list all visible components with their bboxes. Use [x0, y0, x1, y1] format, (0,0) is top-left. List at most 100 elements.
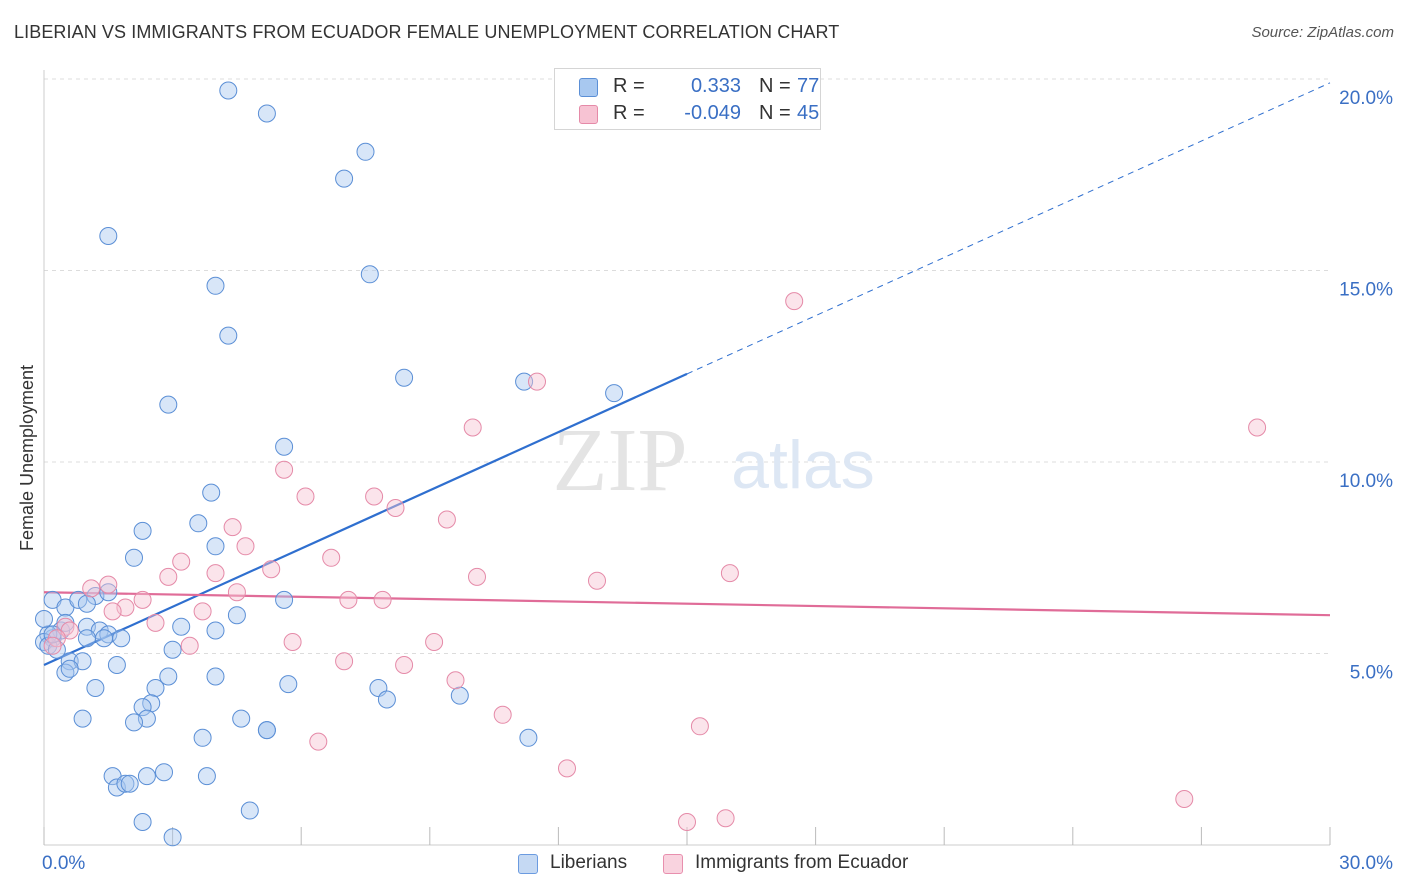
data-point-ecuador: [146, 613, 165, 632]
data-point-liberians: [193, 728, 212, 747]
data-point-liberians: [189, 514, 208, 533]
legend: Liberians Immigrants from Ecuador: [0, 850, 1406, 880]
data-point-ecuador: [365, 487, 384, 506]
data-point-liberians: [125, 713, 143, 732]
data-point-ecuador: [446, 671, 465, 690]
data-point-ecuador: [309, 732, 328, 751]
data-point-liberians: [95, 629, 113, 648]
data-point-liberians: [159, 395, 178, 414]
data-point-liberians: [360, 265, 379, 284]
data-point-ecuador: [463, 418, 482, 437]
data-point-liberians: [133, 813, 152, 831]
data-point-ecuador: [437, 510, 456, 529]
data-point-liberians: [206, 621, 225, 640]
data-point-liberians: [155, 763, 173, 782]
y-tick-label: 20.0%: [1339, 88, 1393, 109]
data-point-liberians: [69, 590, 88, 609]
data-point-ecuador: [468, 567, 486, 586]
data-point-ecuador: [103, 602, 122, 621]
data-point-liberians: [257, 104, 276, 123]
data-point-liberians: [519, 728, 538, 747]
data-point-ecuador: [133, 590, 152, 609]
data-point-ecuador: [588, 571, 606, 590]
x-tick-label: 30.0%: [1339, 853, 1393, 874]
data-point-ecuador: [180, 636, 199, 655]
y-tick-label: 10.0%: [1339, 471, 1393, 492]
data-point-ecuador: [206, 564, 225, 583]
watermark-zip: ZIP: [553, 411, 688, 510]
data-point-liberians: [107, 656, 126, 674]
data-point-liberians: [163, 640, 182, 659]
data-point-liberians: [77, 629, 96, 648]
x-tick-label: 0.0%: [42, 853, 85, 874]
data-point-liberians: [125, 548, 143, 567]
y-tick-label: 5.0%: [1350, 663, 1393, 684]
data-point-ecuador: [339, 590, 358, 609]
stats-swatch-liberians: [579, 78, 598, 97]
stats-r-value: 0.333: [690, 75, 741, 97]
data-point-ecuador: [43, 636, 62, 655]
data-point-liberians: [395, 368, 414, 387]
legend-label-liberians: Liberians: [550, 852, 628, 873]
stats-r-value: -0.049: [684, 102, 741, 124]
data-point-ecuador: [1175, 790, 1194, 808]
data-point-liberians: [450, 686, 469, 705]
data-point-liberians: [202, 483, 221, 502]
stats-r-label: R =: [613, 102, 645, 124]
data-point-ecuador: [785, 292, 804, 311]
data-point-liberians: [335, 169, 354, 188]
data-point-liberians: [275, 590, 294, 609]
data-point-liberians: [120, 774, 139, 793]
axes: [43, 70, 1331, 846]
data-point-liberians: [159, 667, 178, 686]
data-point-liberians: [73, 709, 92, 728]
data-point-liberians: [77, 594, 96, 613]
data-point-ecuador: [99, 575, 118, 594]
trend-line-ecuador: [43, 591, 1331, 617]
tick-labels: 5.0% 10.0% 15.0% 20.0% 0.0% 30.0%: [42, 88, 1393, 874]
data-point-liberians: [275, 437, 294, 456]
data-point-liberians: [232, 709, 251, 728]
data-point-ecuador: [386, 499, 405, 517]
data-point-liberians: [133, 698, 152, 717]
data-point-ecuador: [493, 705, 512, 724]
data-point-ecuador: [236, 537, 255, 556]
data-point-ecuador: [678, 813, 696, 831]
data-point-ecuador: [690, 717, 709, 736]
points-layer: [35, 81, 1267, 847]
stats-n-value: 77: [797, 75, 820, 97]
data-point-liberians: [206, 276, 225, 295]
data-point-liberians: [219, 81, 238, 100]
data-point-ecuador: [425, 633, 444, 651]
data-point-ecuador: [193, 602, 212, 621]
gridlines: [44, 78, 1330, 654]
data-point-liberians: [35, 610, 53, 628]
stats-n-label: N =: [759, 75, 791, 97]
data-point-ecuador: [227, 583, 246, 602]
watermark-atlas: atlas: [731, 427, 875, 503]
data-point-liberians: [515, 372, 534, 391]
legend-label-ecuador: Immigrants from Ecuador: [695, 852, 909, 873]
stats-r-label: R =: [613, 75, 645, 97]
data-point-liberians: [605, 384, 624, 403]
trend-line-liberians: [43, 372, 688, 666]
data-point-ecuador: [373, 590, 392, 609]
data-point-liberians: [137, 767, 156, 786]
data-point-ecuador: [159, 567, 178, 586]
data-point-liberians: [377, 690, 396, 709]
data-point-liberians: [206, 667, 225, 686]
data-point-liberians: [116, 774, 135, 793]
data-point-liberians: [279, 675, 298, 694]
data-point-ecuador: [82, 579, 101, 598]
data-point-liberians: [112, 629, 131, 648]
stats-n-label: N =: [759, 102, 791, 124]
chart-source: Source: ZipAtlas.com: [1251, 24, 1394, 41]
legend-swatch-ecuador: [663, 854, 683, 874]
data-point-liberians: [172, 617, 191, 636]
data-point-ecuador: [262, 560, 281, 579]
stats-n-value: 45: [797, 102, 820, 124]
data-point-liberians: [86, 679, 105, 697]
data-point-liberians: [227, 606, 246, 625]
data-point-ecuador: [322, 548, 341, 567]
